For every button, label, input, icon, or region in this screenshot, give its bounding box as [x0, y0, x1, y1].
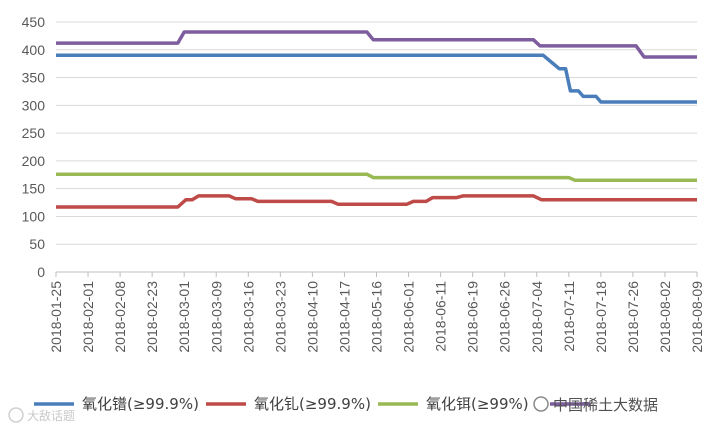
x-tick-label: 2018-01-25: [48, 281, 64, 353]
x-tick-label: 2018-03-09: [208, 281, 224, 353]
wechat-logo-icon: [533, 396, 549, 412]
watermark-right-text: 中国稀土大数据: [553, 396, 658, 414]
series-lines: [56, 30, 697, 209]
x-tick-label: 2018-06-01: [401, 281, 417, 353]
y-tick-label: 200: [22, 153, 46, 169]
x-tick-label: 2018-06-19: [465, 281, 481, 353]
series-line-3: [56, 172, 697, 183]
legend-label-2: 氧化钆(≥99.9%): [254, 395, 371, 413]
y-tick-label: 350: [22, 70, 46, 86]
y-tick-label: 450: [22, 14, 46, 30]
x-tick-label: 2018-08-02: [657, 281, 673, 353]
y-tick-label: 0: [37, 264, 45, 280]
y-tick-label: 250: [22, 125, 46, 141]
x-tick-label: 2018-07-04: [529, 281, 545, 353]
watermark-left-text: 大敌话题: [27, 408, 75, 423]
y-tick-label: 100: [22, 208, 46, 224]
x-tick-label: 2018-07-18: [593, 281, 609, 353]
x-tick-label: 2018-06-26: [497, 281, 513, 353]
x-tick-label: 2018-03-01: [176, 281, 192, 353]
x-tick-label: 2018-07-26: [625, 281, 641, 353]
y-axis-tick-labels: 0 50 100 150 200 250 300 350 400 450: [22, 14, 46, 280]
y-tick-label: 400: [22, 42, 46, 58]
legend-label-1: 氧化镨(≥99.9%): [82, 395, 199, 413]
x-tick-label: 2018-03-23: [272, 281, 288, 353]
x-tick-label: 2018-04-17: [336, 281, 352, 353]
y-tick-label: 50: [29, 236, 45, 252]
legend: 氧化镨(≥99.9%) 氧化钆(≥99.9%) 氧化铒(≥99%): [34, 395, 590, 413]
x-axis: 2018-01-25 2018-02-01 2018-02-08 2018-02-23…: [48, 272, 705, 353]
x-tick-label: 2018-02-08: [112, 281, 128, 353]
x-tick-label: 2018-07-11: [561, 281, 577, 352]
x-tick-label: 2018-02-01: [80, 281, 96, 353]
x-tick-label: 2018-04-10: [304, 281, 320, 353]
series-line-4: [56, 30, 697, 59]
y-tick-label: 150: [22, 181, 46, 197]
series-line-1: [56, 53, 697, 104]
legend-label-3: 氧化铒(≥99%): [426, 395, 529, 413]
x-tick-label: 2018-06-11: [433, 281, 449, 352]
x-tick-label: 2018-05-16: [369, 281, 385, 353]
watermark: 大敌话题 中国稀土大数据: [8, 396, 658, 423]
x-tick-label: 2018-08-09: [689, 281, 705, 353]
x-tick-label: 2018-03-16: [240, 281, 256, 353]
watermark-logo-icon: [8, 407, 24, 423]
x-tick-label: 2018-02-23: [144, 281, 160, 353]
gridlines: [56, 21, 697, 273]
series-line-2: [56, 194, 697, 209]
y-tick-label: 300: [22, 97, 46, 113]
